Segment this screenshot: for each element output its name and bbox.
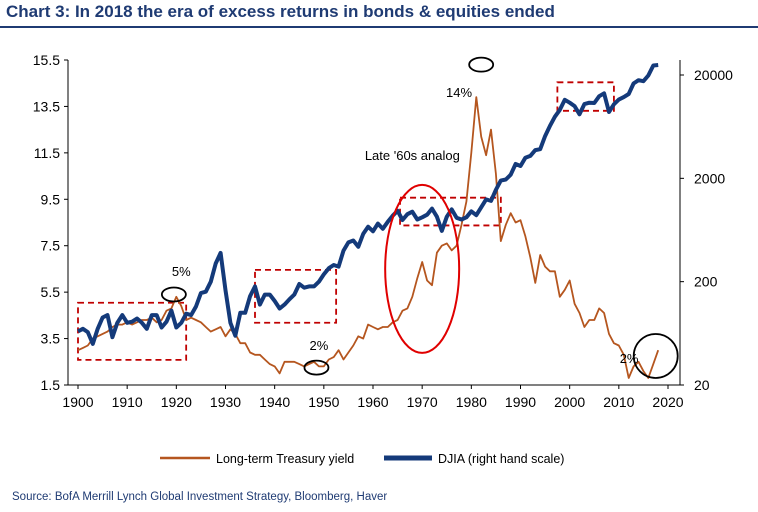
annotation-circles: [160, 56, 679, 379]
left-tick-label: 1.5: [41, 377, 61, 393]
x-tick-label: 1930: [210, 394, 241, 410]
annotation-label: 2%: [620, 351, 639, 366]
highlight-box: [254, 268, 338, 324]
legend-label-djia: DJIA (right hand scale): [438, 452, 564, 466]
left-tick-label: 3.5: [41, 331, 61, 347]
x-tick-label: 2010: [603, 394, 634, 410]
right-tick-label: 2000: [694, 170, 725, 186]
x-tick-label: 2020: [652, 394, 683, 410]
left-y-axis: 1.5 3.5 5.5 7.5 9.5 11.5 13.5 15.5: [33, 52, 69, 393]
x-tick-label: 1950: [308, 394, 339, 410]
series-line-treasury-yield: [77, 96, 660, 379]
legend-label-treasury: Long-term Treasury yield: [216, 452, 354, 466]
left-tick-label: 9.5: [41, 191, 61, 207]
x-tick-label: 1960: [357, 394, 388, 410]
right-tick-label: 20000: [694, 67, 733, 83]
legend: Long-term Treasury yield DJIA (right han…: [160, 452, 564, 466]
peak-5-circle: [160, 286, 187, 303]
x-tick-label: 1970: [407, 394, 438, 410]
right-y-axis: 20 200 2000 20000: [679, 60, 733, 393]
x-tick-label: 1980: [456, 394, 487, 410]
x-tick-label: 1920: [161, 394, 192, 410]
chart: 1.5 3.5 5.5 7.5 9.5 11.5 13.5 15.5 20 200 2000 200…: [33, 52, 733, 466]
x-tick-label: 2000: [554, 394, 585, 410]
late-60s-circle: [384, 183, 461, 354]
source-note: Source: BofA Merrill Lynch Global Invest…: [12, 491, 388, 503]
low-2-1940s-circle: [303, 359, 330, 376]
series-line-djia: [77, 63, 659, 346]
left-tick-label: 11.5: [34, 145, 60, 161]
left-tick-label: 13.5: [33, 98, 60, 114]
annotations: Late '60s analog 14% 5% 2% 2%: [172, 85, 639, 366]
highlight-box: [556, 81, 615, 112]
x-tick-label: 1910: [112, 394, 143, 410]
peak-14-circle: [468, 56, 495, 73]
title-rule: [0, 26, 758, 28]
left-tick-label: 15.5: [33, 52, 60, 68]
x-axis: 1900 1910 1920 1930 1940 1950 1960 1970 1980 1990…: [62, 384, 684, 410]
annotation-label: 5%: [172, 264, 191, 279]
left-tick-label: 5.5: [41, 284, 61, 300]
x-tick-label: 1900: [62, 394, 93, 410]
series-lines: [77, 63, 660, 379]
annotation-label: 14%: [446, 85, 472, 100]
x-tick-label: 1990: [505, 394, 536, 410]
right-tick-label: 20: [694, 377, 710, 393]
annotation-label: 2%: [310, 338, 329, 353]
right-tick-label: 200: [694, 274, 718, 290]
annotation-label: Late '60s analog: [365, 148, 460, 163]
x-tick-label: 1940: [259, 394, 290, 410]
low-2-2010s-circle: [632, 333, 679, 379]
chart-title: Chart 3: In 2018 the era of excess retur…: [6, 2, 555, 21]
left-tick-label: 7.5: [41, 238, 61, 254]
